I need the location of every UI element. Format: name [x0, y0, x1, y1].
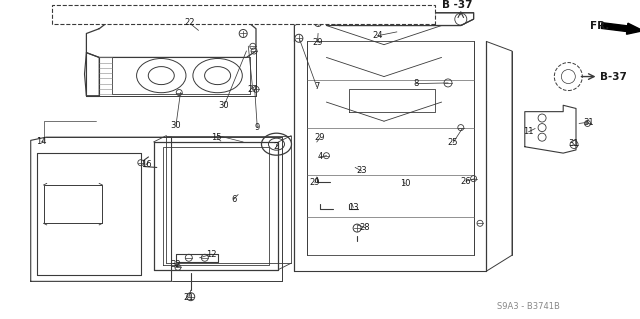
Text: 29: 29 — [312, 38, 323, 47]
Text: 6: 6 — [231, 195, 236, 204]
Text: 23: 23 — [356, 167, 367, 175]
Text: 24: 24 — [372, 31, 383, 40]
Text: 27: 27 — [248, 85, 258, 94]
Text: 16: 16 — [141, 160, 151, 169]
Text: 32: 32 — [171, 260, 181, 269]
Text: 15: 15 — [211, 133, 221, 142]
Text: 10: 10 — [400, 179, 410, 188]
Text: B -37: B -37 — [442, 0, 472, 10]
Text: 7: 7 — [314, 82, 319, 91]
Text: B-37: B-37 — [600, 71, 627, 82]
Text: 30: 30 — [171, 121, 181, 130]
Text: 31: 31 — [569, 139, 579, 148]
Text: 13: 13 — [348, 203, 358, 212]
Text: 26: 26 — [461, 177, 471, 186]
Text: 2: 2 — [274, 142, 279, 151]
Text: S9A3 - B3741B: S9A3 - B3741B — [497, 302, 559, 311]
Text: 8: 8 — [413, 79, 419, 88]
FancyArrow shape — [601, 23, 640, 34]
Text: 12: 12 — [206, 250, 216, 259]
Text: 22: 22 — [184, 19, 195, 27]
Text: 9: 9 — [255, 123, 260, 132]
Text: 29: 29 — [315, 133, 325, 142]
Text: 28: 28 — [360, 223, 370, 232]
Text: 14: 14 — [36, 137, 47, 146]
Text: 11: 11 — [524, 127, 534, 136]
Text: 29: 29 — [310, 178, 320, 187]
Text: 4: 4 — [317, 152, 323, 161]
Text: 21: 21 — [184, 293, 194, 302]
Text: 25: 25 — [448, 138, 458, 147]
Text: 30: 30 — [219, 101, 229, 110]
Text: 31: 31 — [583, 118, 593, 127]
FancyBboxPatch shape — [52, 5, 435, 24]
Text: FR.: FR. — [590, 20, 609, 31]
